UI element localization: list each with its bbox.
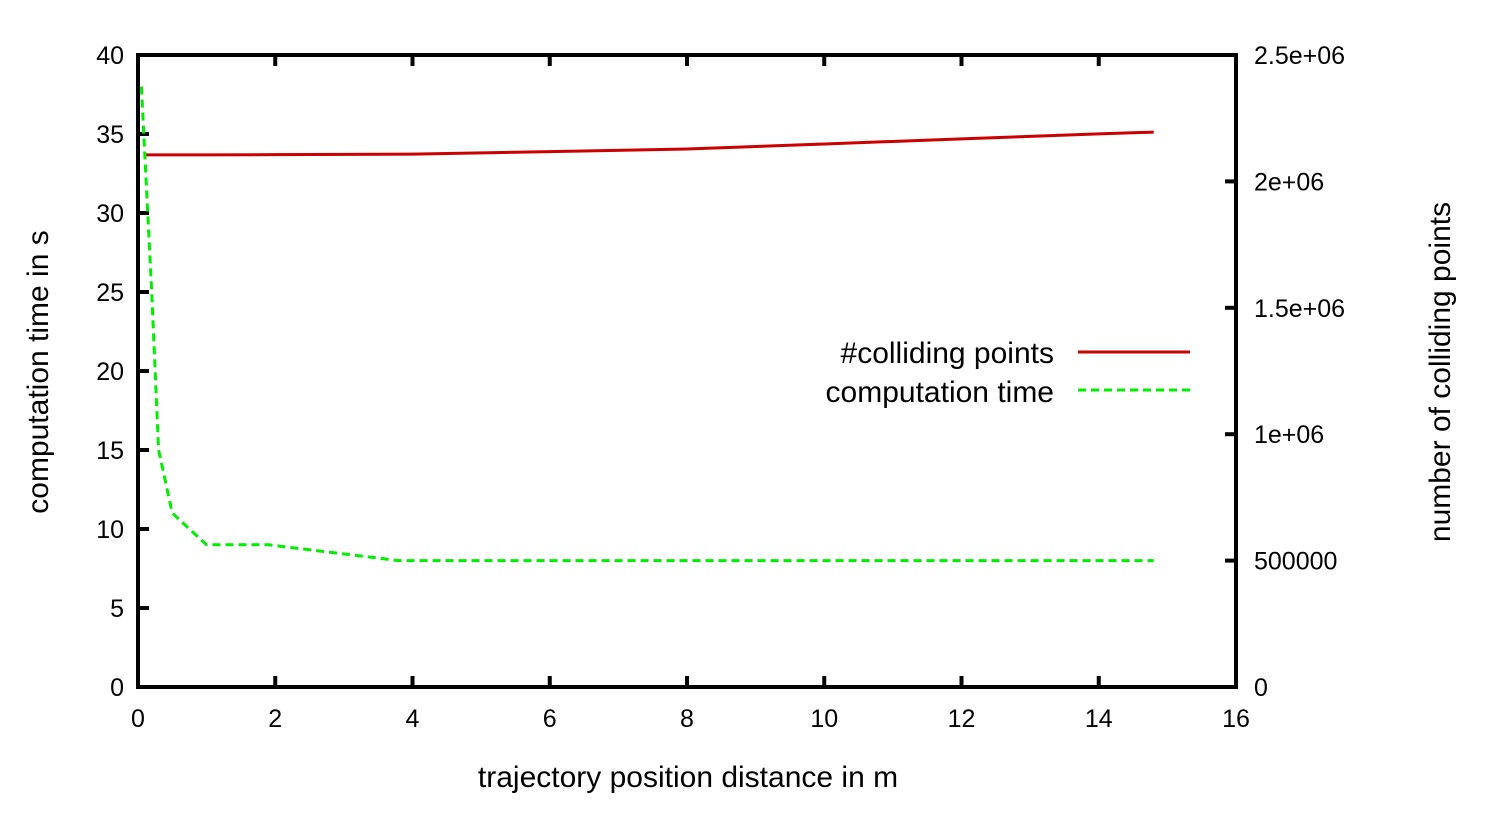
plot-frame xyxy=(136,53,1238,689)
legend-label-computation-time: computation time xyxy=(826,376,1054,409)
plot-series xyxy=(139,86,1154,563)
y-left-tick-label: 40 xyxy=(96,42,124,70)
y-right-tick-label: 1e+06 xyxy=(1254,421,1324,449)
x-tick-label: 2 xyxy=(268,705,282,733)
y-right-tick-label: 2.5e+06 xyxy=(1254,42,1345,70)
series-line-colliding-points xyxy=(144,130,1154,157)
x-tick-label: 8 xyxy=(680,705,694,733)
x-tick-label: 12 xyxy=(948,705,976,733)
x-tick-label: 0 xyxy=(131,705,145,733)
y-right-tick-label: 1.5e+06 xyxy=(1254,295,1345,323)
x-tick-label: 4 xyxy=(406,705,420,733)
y-right-axis-title: number of colliding points xyxy=(1424,202,1457,542)
x-tick-label: 6 xyxy=(543,705,557,733)
x-tick-label: 14 xyxy=(1085,705,1113,733)
series-line-computation-time xyxy=(139,86,1154,563)
y-left-tick-label: 30 xyxy=(96,200,124,228)
y-left-tick-label: 5 xyxy=(110,595,124,623)
legend-label-colliding-points: #colliding points xyxy=(841,337,1054,370)
y-right-tick-label: 500000 xyxy=(1254,548,1337,576)
y-left-tick-label: 15 xyxy=(96,437,124,465)
y-right-tick-label: 2e+06 xyxy=(1254,168,1324,196)
y-left-tick-label: 35 xyxy=(96,121,124,149)
x-tick-label: 10 xyxy=(810,705,838,733)
y-left-tick-label: 10 xyxy=(96,516,124,544)
x-axis-title: trajectory position distance in m xyxy=(478,761,898,794)
tick-labels: 0 2 4 6 8 10 12 14 16051015202530354005000001e+0… xyxy=(96,42,1345,733)
y-right-tick-label: 0 xyxy=(1254,674,1268,702)
y-left-tick-label: 20 xyxy=(96,358,124,386)
y-left-tick-label: 0 xyxy=(110,674,124,702)
legend: #colliding points computation time xyxy=(826,337,1190,409)
x-tick-label: 16 xyxy=(1222,705,1250,733)
y-left-axis-title: computation time in s xyxy=(22,230,55,513)
y-left-tick-label: 25 xyxy=(96,279,124,307)
